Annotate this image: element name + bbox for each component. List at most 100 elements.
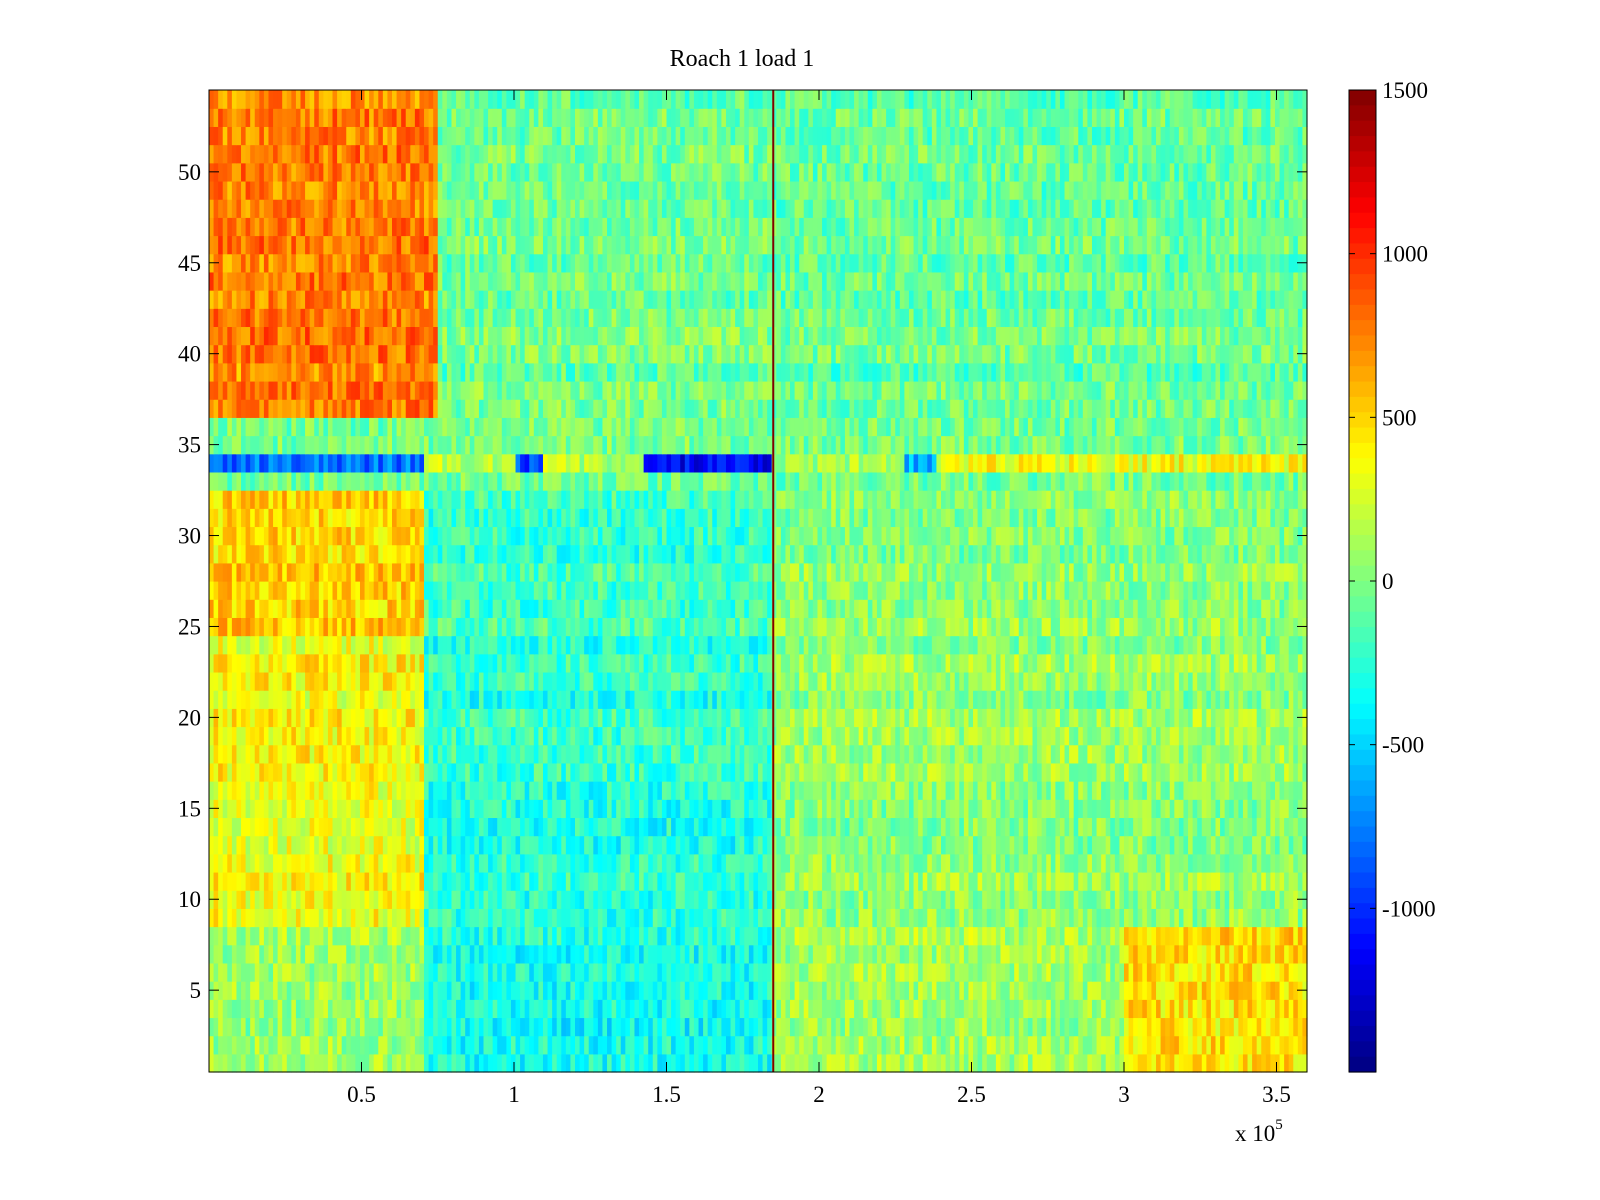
heatmap-cell <box>533 853 539 873</box>
heatmap-cell <box>565 781 572 800</box>
heatmap-cell <box>785 781 791 800</box>
heatmap-cell <box>1197 926 1203 946</box>
heatmap-cell <box>492 926 498 946</box>
heatmap-cell <box>854 1017 860 1037</box>
heatmap-cell <box>822 981 828 1000</box>
heatmap-cell <box>547 853 553 873</box>
heatmap-cell <box>1009 835 1015 855</box>
heatmap-cell <box>1064 1017 1070 1037</box>
heatmap-cell <box>762 999 768 1019</box>
heatmap-cell <box>446 853 453 873</box>
heatmap-cell <box>611 1053 617 1073</box>
heatmap-cell <box>1261 1053 1267 1073</box>
heatmap-cell <box>684 871 690 891</box>
heatmap-cell <box>863 708 869 728</box>
heatmap-cell <box>1160 799 1166 819</box>
heatmap-cell <box>1096 744 1102 764</box>
heatmap-cell <box>575 890 581 909</box>
heatmap-cell <box>510 871 517 891</box>
heatmap-cell <box>469 1053 475 1073</box>
heatmap-cell <box>1000 871 1006 891</box>
heatmap-cell <box>693 1017 700 1037</box>
heatmap-cell <box>1169 999 1175 1019</box>
heatmap-cell <box>1137 781 1143 800</box>
heatmap-cell <box>890 799 896 819</box>
heatmap-cell <box>506 1035 512 1055</box>
heatmap-cell <box>954 853 960 873</box>
heatmap-cell <box>844 817 851 837</box>
heatmap-cell <box>1050 981 1056 1000</box>
heatmap-cell <box>332 981 338 1000</box>
heatmap-cell <box>236 1053 242 1073</box>
heatmap-cell <box>1274 762 1281 782</box>
heatmap-cell <box>1032 744 1038 764</box>
heatmap-cell <box>890 926 896 946</box>
heatmap-cell <box>616 781 622 800</box>
heatmap-cell <box>712 762 718 782</box>
heatmap-cell <box>268 799 274 819</box>
heatmap-cell <box>1174 981 1180 1000</box>
heatmap-cell <box>1220 981 1226 1000</box>
heatmap-cell <box>977 999 983 1019</box>
heatmap-cell <box>748 871 755 891</box>
heatmap-cell <box>387 962 393 982</box>
heatmap-cell <box>451 853 457 873</box>
heatmap-cell <box>890 981 896 1000</box>
heatmap-cell <box>1142 744 1148 764</box>
heatmap-cell <box>661 962 668 982</box>
heatmap-cell <box>1059 1035 1066 1055</box>
heatmap-cell <box>437 926 443 946</box>
heatmap-cell <box>424 799 430 819</box>
heatmap-cell <box>218 1053 224 1073</box>
heatmap-cell <box>259 781 265 800</box>
heatmap-cell <box>259 726 265 746</box>
heatmap-cell <box>1302 944 1308 964</box>
heatmap-cell <box>405 944 411 964</box>
heatmap-cell <box>858 1017 864 1037</box>
heatmap-cell <box>547 744 553 764</box>
heatmap-cell <box>1284 817 1290 837</box>
heatmap-cell <box>1233 871 1239 891</box>
heatmap-cell <box>369 817 375 837</box>
heatmap-cell <box>744 853 750 873</box>
heatmap-cell <box>483 726 489 746</box>
heatmap-cell <box>725 890 732 909</box>
heatmap-cell <box>222 981 228 1000</box>
heatmap-cell <box>1087 853 1093 873</box>
heatmap-cell <box>771 999 777 1019</box>
heatmap-cell <box>1220 962 1226 982</box>
heatmap-cell <box>373 1035 379 1055</box>
heatmap-cell <box>332 871 338 891</box>
heatmap-cell <box>1014 944 1020 964</box>
heatmap-cell <box>1178 853 1185 873</box>
heatmap-cell <box>1000 817 1006 837</box>
heatmap-cell <box>735 981 741 1000</box>
heatmap-cell <box>497 762 503 782</box>
heatmap-cell <box>506 962 512 982</box>
heatmap-cell <box>355 708 361 728</box>
heatmap-cell <box>218 799 224 819</box>
heatmap-cell <box>524 890 530 909</box>
heatmap-cell <box>538 908 544 928</box>
heatmap-cell <box>350 981 356 1000</box>
heatmap-cell <box>1206 817 1212 837</box>
heatmap-cell <box>218 1017 224 1037</box>
heatmap-cell <box>1242 962 1249 982</box>
heatmap-cell <box>501 944 507 964</box>
heatmap-cell <box>849 962 855 982</box>
heatmap-cell <box>570 871 576 891</box>
heatmap-cell <box>785 981 791 1000</box>
heatmap-cell <box>876 926 883 946</box>
heatmap-cell <box>533 962 539 982</box>
heatmap-cell <box>1064 1035 1070 1055</box>
heatmap-cell <box>1124 726 1130 746</box>
heatmap-cell <box>542 708 549 728</box>
heatmap-cell <box>1256 999 1262 1019</box>
heatmap-cell <box>1105 944 1111 964</box>
heatmap-cell <box>1284 726 1290 746</box>
heatmap-cell <box>1032 799 1038 819</box>
heatmap-cell <box>794 853 800 873</box>
heatmap-cell <box>428 871 434 891</box>
heatmap-cell <box>611 926 617 946</box>
heatmap-cell <box>904 908 910 928</box>
